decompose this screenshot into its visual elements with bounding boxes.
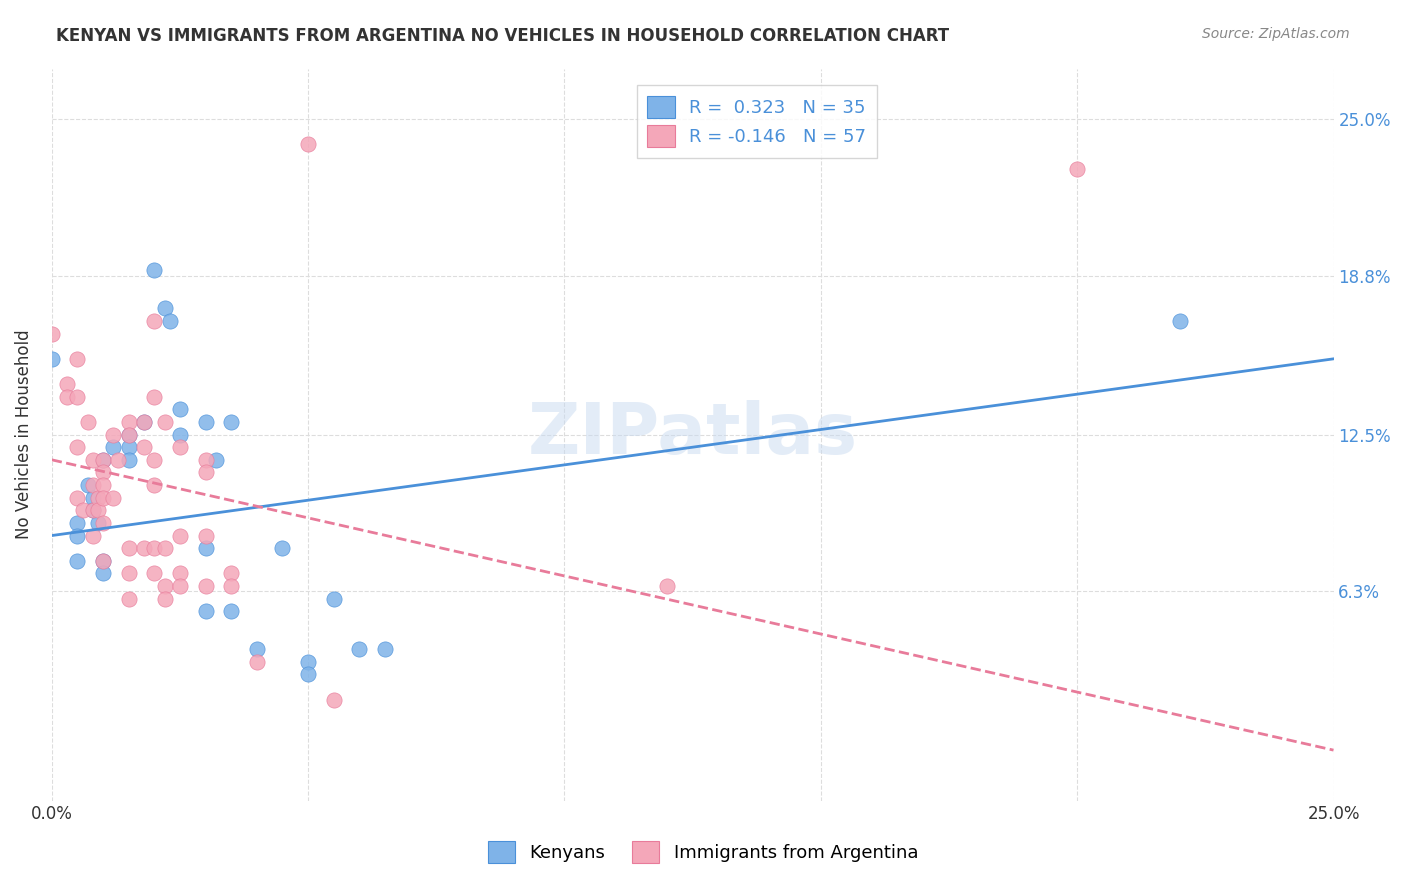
Point <box>66 491 89 505</box>
Point <box>322 591 344 606</box>
Point <box>82 503 104 517</box>
Point <box>82 528 104 542</box>
Point <box>271 541 294 556</box>
Point <box>66 351 89 366</box>
Point <box>91 554 114 568</box>
Point <box>194 466 217 480</box>
Point <box>194 528 217 542</box>
Point <box>118 541 141 556</box>
Point <box>204 452 226 467</box>
Point <box>66 390 89 404</box>
Point <box>194 415 217 429</box>
Point <box>118 440 141 454</box>
Point <box>107 452 129 467</box>
Point <box>118 591 141 606</box>
Point <box>153 579 176 593</box>
Point <box>132 541 155 556</box>
Point <box>82 452 104 467</box>
Point <box>349 642 371 657</box>
Point <box>56 377 79 392</box>
Point <box>66 528 89 542</box>
Point <box>132 415 155 429</box>
Point <box>118 452 141 467</box>
Point <box>143 263 166 277</box>
Point <box>169 427 191 442</box>
Point <box>194 541 217 556</box>
Text: Source: ZipAtlas.com: Source: ZipAtlas.com <box>1202 27 1350 41</box>
Point <box>297 667 319 681</box>
Point <box>143 478 166 492</box>
Point <box>169 402 191 417</box>
Point <box>103 440 125 454</box>
Point <box>1066 162 1088 177</box>
Point <box>118 566 141 581</box>
Point <box>91 452 114 467</box>
Point <box>322 692 344 706</box>
Text: ZIPatlas: ZIPatlas <box>527 401 858 469</box>
Point <box>41 351 63 366</box>
Point <box>219 604 242 618</box>
Point <box>297 655 319 669</box>
Point <box>118 427 141 442</box>
Point <box>41 326 63 341</box>
Point <box>91 566 114 581</box>
Point <box>103 427 125 442</box>
Point <box>66 516 89 530</box>
Point <box>103 491 125 505</box>
Point <box>132 440 155 454</box>
Point <box>219 415 242 429</box>
Point <box>143 452 166 467</box>
Point <box>132 415 155 429</box>
Point <box>66 440 89 454</box>
Point <box>143 314 166 328</box>
Point <box>1168 314 1191 328</box>
Point <box>169 579 191 593</box>
Point <box>219 566 242 581</box>
Point <box>169 528 191 542</box>
Legend: Kenyans, Immigrants from Argentina: Kenyans, Immigrants from Argentina <box>477 830 929 874</box>
Point <box>246 642 269 657</box>
Point <box>82 478 104 492</box>
Point <box>143 541 166 556</box>
Point <box>297 137 319 152</box>
Point <box>153 541 176 556</box>
Point <box>143 390 166 404</box>
Point <box>82 491 104 505</box>
Point <box>374 642 396 657</box>
Point <box>153 591 176 606</box>
Point <box>76 478 98 492</box>
Point <box>91 452 114 467</box>
Point <box>56 390 79 404</box>
Point <box>194 452 217 467</box>
Legend: R =  0.323   N = 35, R = -0.146   N = 57: R = 0.323 N = 35, R = -0.146 N = 57 <box>637 85 877 158</box>
Point <box>91 491 114 505</box>
Y-axis label: No Vehicles in Household: No Vehicles in Household <box>15 330 32 540</box>
Point <box>91 466 114 480</box>
Point <box>72 503 94 517</box>
Point <box>82 503 104 517</box>
Point <box>87 491 110 505</box>
Point <box>153 301 176 316</box>
Text: KENYAN VS IMMIGRANTS FROM ARGENTINA NO VEHICLES IN HOUSEHOLD CORRELATION CHART: KENYAN VS IMMIGRANTS FROM ARGENTINA NO V… <box>56 27 949 45</box>
Point <box>655 579 678 593</box>
Point <box>194 579 217 593</box>
Point <box>143 566 166 581</box>
Point <box>219 579 242 593</box>
Point <box>76 415 98 429</box>
Point <box>91 516 114 530</box>
Point <box>66 554 89 568</box>
Point <box>87 503 110 517</box>
Point <box>246 655 269 669</box>
Point <box>153 415 176 429</box>
Point <box>169 566 191 581</box>
Point <box>91 554 114 568</box>
Point <box>87 516 110 530</box>
Point <box>118 415 141 429</box>
Point <box>91 478 114 492</box>
Point <box>169 440 191 454</box>
Point <box>159 314 181 328</box>
Point <box>118 427 141 442</box>
Point <box>194 604 217 618</box>
